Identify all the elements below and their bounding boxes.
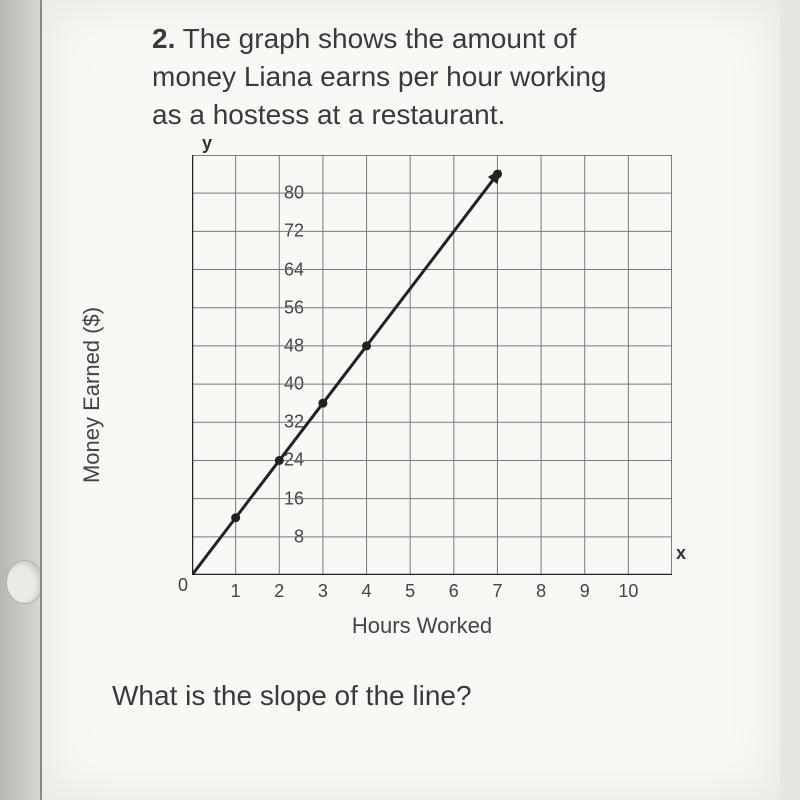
chart-data-line <box>192 169 502 575</box>
x-tick: 3 <box>318 581 328 602</box>
x-tick: 6 <box>449 581 459 602</box>
follow-up-question: What is the slope of the line? <box>112 680 472 712</box>
x-tick: 4 <box>362 581 372 602</box>
x-tick: 8 <box>536 581 546 602</box>
x-tick: 1 <box>231 581 241 602</box>
question-text: The graph shows the amount of money Lian… <box>152 23 606 130</box>
chart-axes <box>192 155 672 575</box>
y-axis-label: Money Earned ($) <box>79 307 105 483</box>
y-axis-letter: y <box>202 133 212 154</box>
question-block: 2. The graph shows the amount of money L… <box>152 20 772 133</box>
x-tick: 10 <box>618 581 638 602</box>
x-tick: 7 <box>492 581 502 602</box>
x-axis-label: Hours Worked <box>352 613 492 639</box>
chart-plot <box>192 155 672 575</box>
page-binding <box>0 0 40 800</box>
question-number: 2. <box>152 23 175 54</box>
chart-container: Money Earned ($) Hours Worked y x 0 8162… <box>102 145 702 645</box>
origin-label: 0 <box>178 575 188 596</box>
x-tick: 9 <box>580 581 590 602</box>
worksheet-page: 2. The graph shows the amount of money L… <box>40 0 780 800</box>
x-axis-letter: x <box>676 543 686 564</box>
chart-grid <box>192 155 672 575</box>
binder-hole <box>6 560 44 604</box>
x-tick: 5 <box>405 581 415 602</box>
x-tick: 2 <box>274 581 284 602</box>
